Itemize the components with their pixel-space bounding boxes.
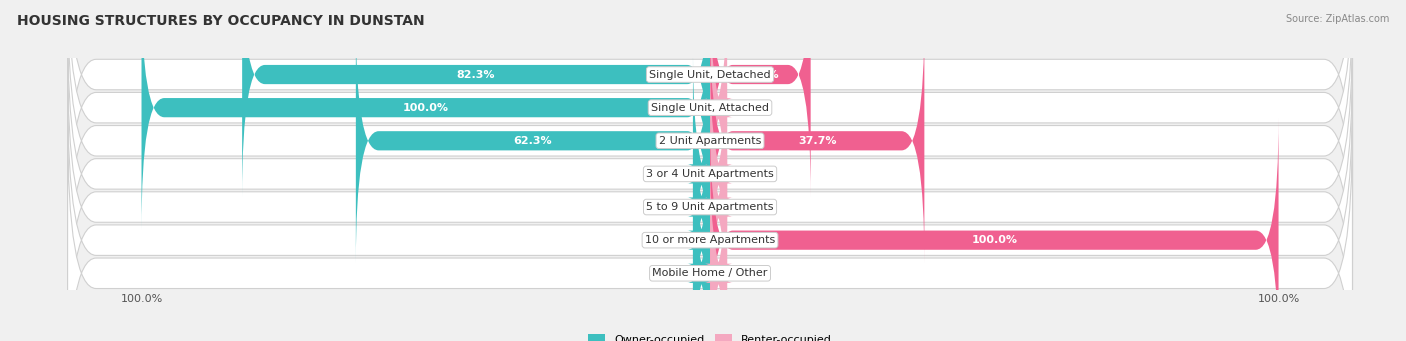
Text: 0.0%: 0.0% [733, 169, 761, 179]
Legend: Owner-occupied, Renter-occupied: Owner-occupied, Renter-occupied [583, 330, 837, 341]
FancyBboxPatch shape [710, 117, 1278, 341]
Text: Mobile Home / Other: Mobile Home / Other [652, 268, 768, 278]
Text: 0.0%: 0.0% [733, 103, 761, 113]
FancyBboxPatch shape [67, 123, 1353, 341]
FancyBboxPatch shape [67, 0, 1353, 258]
FancyBboxPatch shape [67, 0, 1353, 225]
FancyBboxPatch shape [688, 84, 716, 330]
Text: 17.7%: 17.7% [741, 70, 780, 79]
FancyBboxPatch shape [710, 0, 811, 197]
Text: 62.3%: 62.3% [513, 136, 553, 146]
FancyBboxPatch shape [356, 18, 710, 264]
FancyBboxPatch shape [704, 150, 733, 341]
FancyBboxPatch shape [67, 24, 1353, 324]
Text: Single Unit, Attached: Single Unit, Attached [651, 103, 769, 113]
FancyBboxPatch shape [710, 18, 924, 264]
FancyBboxPatch shape [142, 0, 710, 231]
FancyBboxPatch shape [704, 0, 733, 231]
FancyBboxPatch shape [688, 117, 716, 341]
FancyBboxPatch shape [704, 51, 733, 297]
Text: 100.0%: 100.0% [402, 103, 449, 113]
Text: 100.0%: 100.0% [972, 235, 1018, 245]
Text: 0.0%: 0.0% [733, 202, 761, 212]
Text: Single Unit, Detached: Single Unit, Detached [650, 70, 770, 79]
FancyBboxPatch shape [704, 84, 733, 330]
Text: Source: ZipAtlas.com: Source: ZipAtlas.com [1285, 14, 1389, 24]
Text: 3 or 4 Unit Apartments: 3 or 4 Unit Apartments [647, 169, 773, 179]
Text: HOUSING STRUCTURES BY OCCUPANCY IN DUNSTAN: HOUSING STRUCTURES BY OCCUPANCY IN DUNST… [17, 14, 425, 28]
Text: 82.3%: 82.3% [457, 70, 495, 79]
FancyBboxPatch shape [67, 0, 1353, 291]
Text: 2 Unit Apartments: 2 Unit Apartments [659, 136, 761, 146]
Text: 0.0%: 0.0% [733, 268, 761, 278]
Text: 0.0%: 0.0% [659, 202, 688, 212]
Text: 37.7%: 37.7% [799, 136, 837, 146]
Text: 10 or more Apartments: 10 or more Apartments [645, 235, 775, 245]
Text: 0.0%: 0.0% [659, 169, 688, 179]
Text: 0.0%: 0.0% [659, 235, 688, 245]
FancyBboxPatch shape [242, 0, 710, 197]
FancyBboxPatch shape [688, 150, 716, 341]
Text: 0.0%: 0.0% [659, 268, 688, 278]
FancyBboxPatch shape [67, 57, 1353, 341]
FancyBboxPatch shape [688, 51, 716, 297]
FancyBboxPatch shape [67, 90, 1353, 341]
Text: 5 to 9 Unit Apartments: 5 to 9 Unit Apartments [647, 202, 773, 212]
